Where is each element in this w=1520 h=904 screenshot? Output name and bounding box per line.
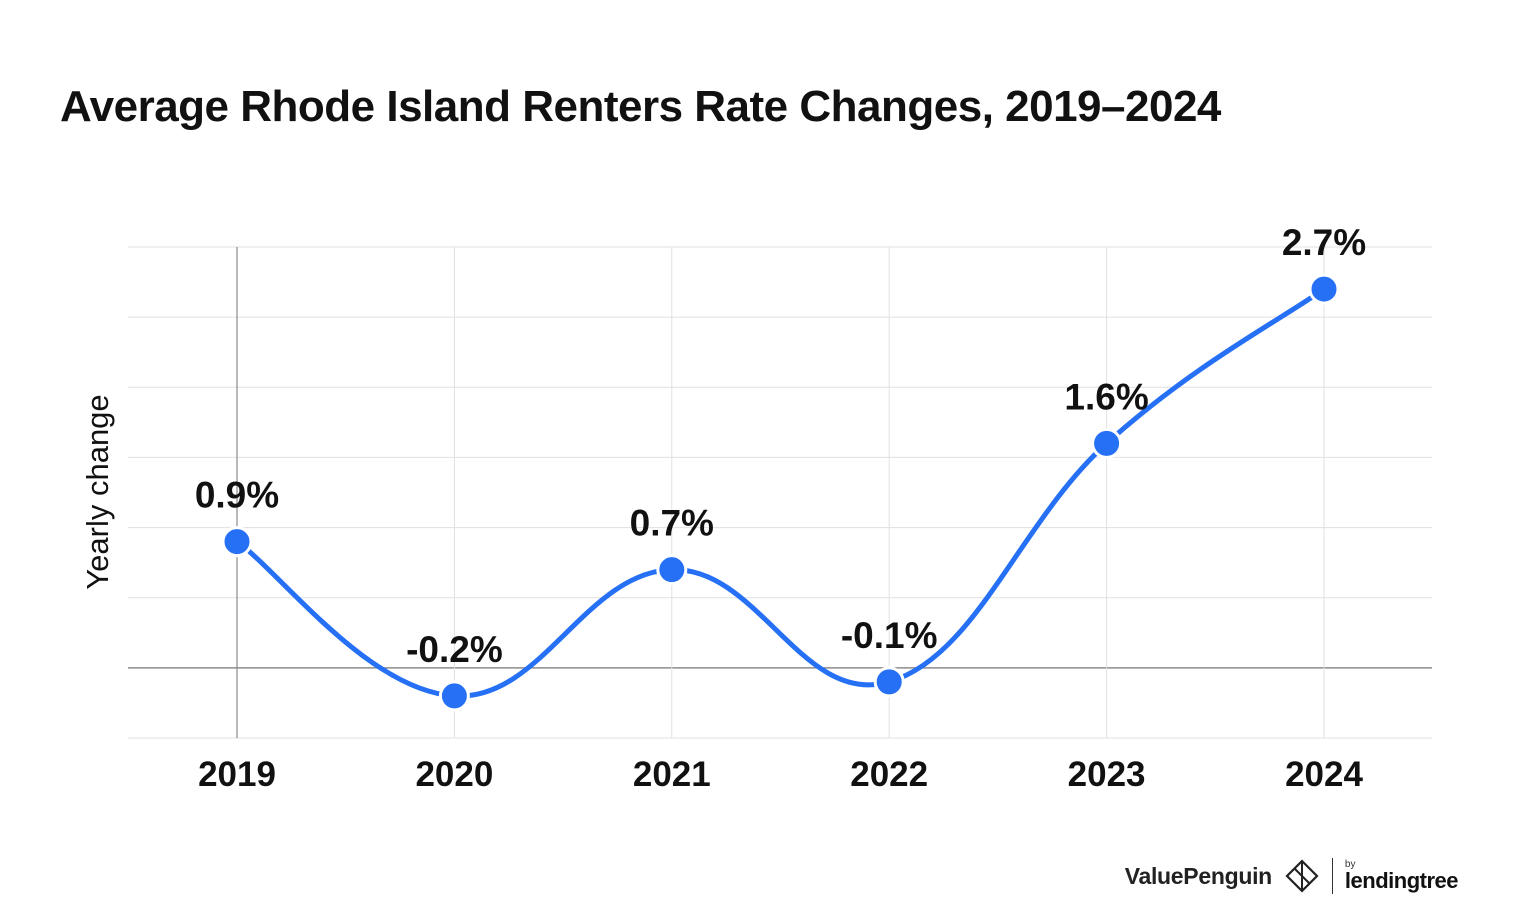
brand-logo: ValuePenguin by lendingtree: [1124, 854, 1459, 898]
chart-title: Average Rhode Island Renters Rate Change…: [60, 82, 1221, 131]
data-point: [656, 554, 688, 586]
series-line: [234, 286, 1327, 699]
data-label: 0.7%: [630, 503, 714, 544]
x-tick-label: 2021: [633, 755, 711, 794]
data-label: 0.9%: [195, 475, 279, 516]
x-tick-label: 2019: [198, 755, 276, 794]
grid-layer: [128, 246, 1432, 739]
data-label: 2.7%: [1282, 222, 1366, 263]
data-point-layer: [221, 273, 1340, 712]
data-label: -0.1%: [841, 615, 938, 656]
brand-name: ValuePenguin: [1124, 862, 1273, 889]
partner-logo: by lendingtree: [1344, 859, 1459, 893]
partner-name: lendingtree: [1344, 868, 1459, 893]
y-axis-label: Yearly change: [80, 394, 115, 589]
x-tick-label: 2020: [415, 755, 493, 794]
data-point: [221, 526, 253, 558]
x-tick-label: 2022: [850, 755, 928, 794]
data-point: [1091, 427, 1123, 459]
x-tick-label: 2024: [1285, 755, 1363, 794]
data-label: -0.2%: [406, 629, 503, 670]
series-line-layer: [234, 286, 1327, 699]
penguin-logo-icon: [1285, 859, 1319, 893]
data-label: 1.6%: [1064, 376, 1148, 417]
x-tick-layer: 2019 2020 2021 2022 2023 2024: [198, 755, 1363, 794]
brand-divider: [1331, 858, 1333, 894]
data-point: [873, 666, 905, 698]
data-point: [1308, 273, 1340, 305]
x-tick-label: 2023: [1068, 755, 1146, 794]
partner-by-text: by: [1344, 859, 1356, 870]
data-label-layer: 0.9% -0.2% 0.7% -0.1% 1.6% 2.7%: [195, 222, 1366, 670]
data-point: [438, 680, 470, 712]
